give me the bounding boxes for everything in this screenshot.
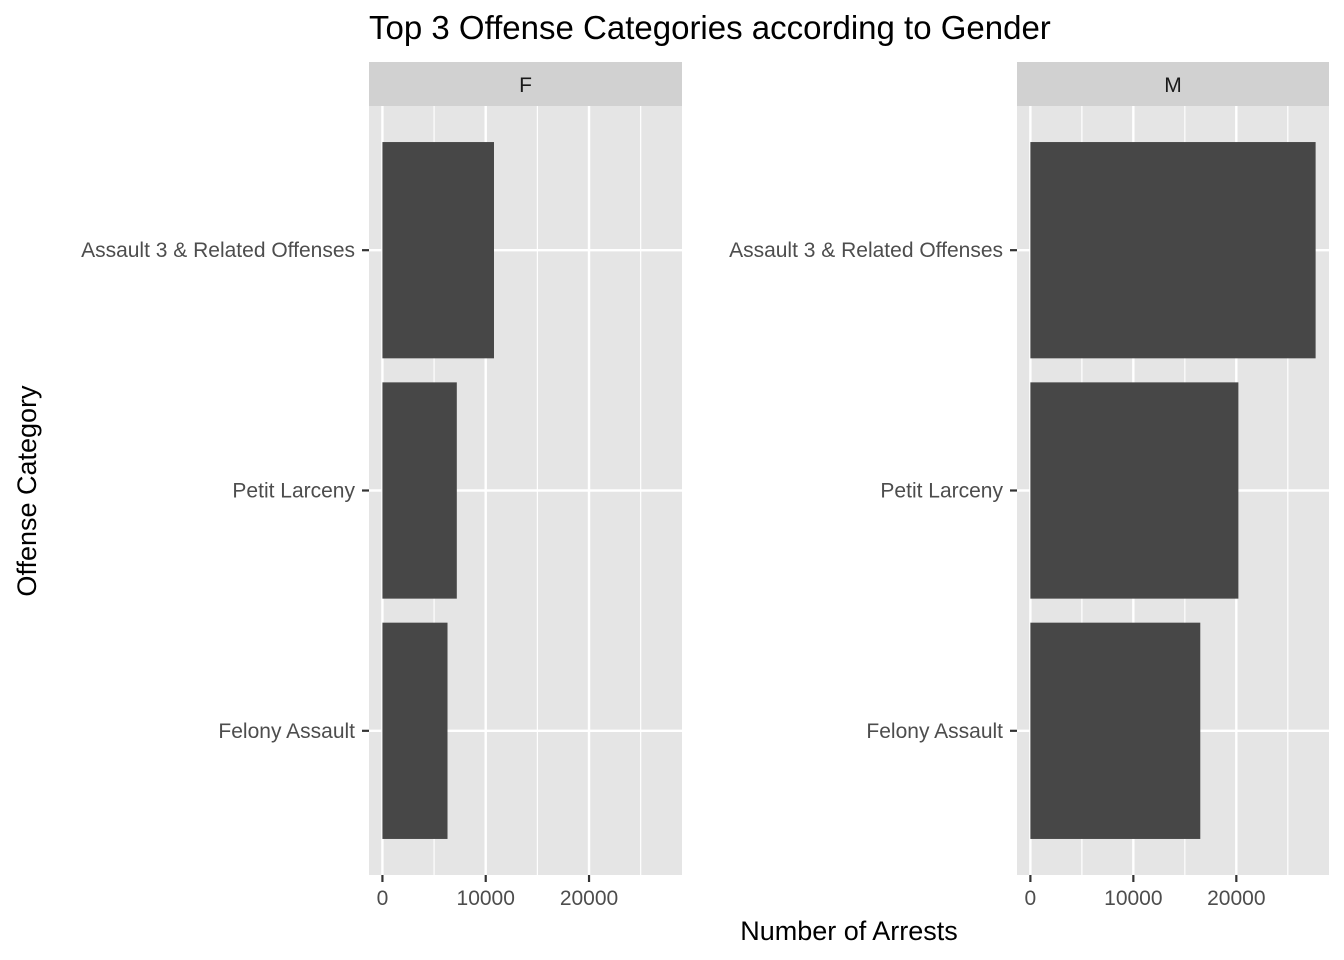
bar-M-3: [1030, 622, 1201, 839]
bar-F-3: [382, 622, 448, 839]
y-axis-title: Offense Category: [12, 385, 42, 597]
bar-M-1: [1030, 142, 1316, 359]
x-tick-label: 0: [1025, 887, 1037, 910]
y-tick-label: Felony Assault: [218, 720, 355, 743]
x-tick-label: 20000: [560, 887, 618, 910]
facet-strip: [1017, 62, 1329, 106]
y-tick-label: Petit Larceny: [232, 480, 355, 503]
x-tick-label: 10000: [1104, 887, 1162, 910]
facet-panel-F: F Assault 3 & Related Offenses Petit Larce…: [81, 62, 682, 910]
bar-F-2: [382, 382, 457, 599]
y-tick-label: Felony Assault: [866, 720, 1003, 743]
y-tick-label: Assault 3 & Related Offenses: [81, 239, 355, 262]
facet-panels: F Assault 3 & Related Offenses Petit Larce…: [81, 62, 1329, 910]
facet-panel-M: M Assault 3 & Related Offenses Petit Larce…: [729, 62, 1329, 910]
facet-strip-label: M: [1164, 74, 1182, 97]
y-tick-label: Assault 3 & Related Offenses: [729, 239, 1003, 262]
chart-title: Top 3 Offense Categories according to Ge…: [369, 9, 1051, 46]
facet-strip-label: F: [519, 74, 532, 97]
bar-F-1: [382, 142, 494, 359]
bar-M-2: [1030, 382, 1239, 599]
y-tick-label: Petit Larceny: [880, 480, 1003, 503]
facet-strip: [369, 62, 682, 106]
x-tick-label: 20000: [1207, 887, 1265, 910]
x-tick-label: 0: [377, 887, 389, 910]
x-axis-title: Number of Arrests: [740, 916, 958, 946]
x-tick-label: 10000: [457, 887, 515, 910]
